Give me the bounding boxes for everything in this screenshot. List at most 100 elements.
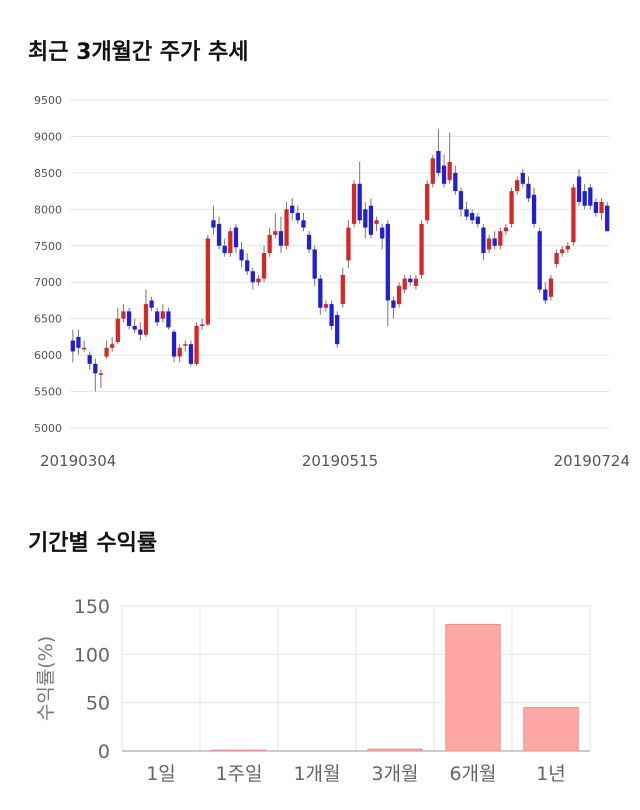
- y-tick-label: 9000: [34, 130, 62, 143]
- candle-body: [76, 336, 81, 348]
- candle-body: [548, 278, 554, 297]
- candle-body: [368, 205, 374, 235]
- candle-body: [576, 176, 582, 203]
- candle-body: [543, 289, 548, 301]
- candle-body: [605, 205, 610, 232]
- candle-body: [588, 187, 593, 206]
- y-tick-label: 6000: [34, 349, 62, 362]
- candle-body: [256, 278, 261, 283]
- candle-body: [436, 151, 441, 173]
- y-tick-label: 7000: [34, 276, 62, 289]
- candle-body: [593, 202, 599, 213]
- candle-body: [571, 187, 576, 243]
- x-tick-label: 1주일: [215, 763, 262, 785]
- candle-body: [171, 331, 177, 357]
- candle-body: [222, 245, 227, 254]
- candle-body: [430, 158, 435, 184]
- candle-body: [351, 183, 357, 224]
- y-tick-label: 100: [74, 644, 110, 666]
- candle-body: [425, 183, 430, 221]
- candle-body: [126, 311, 132, 326]
- candle-body: [441, 165, 447, 184]
- candle-body: [498, 231, 503, 246]
- candle-body: [492, 238, 497, 246]
- candle-body: [329, 304, 334, 326]
- candle-body: [177, 347, 182, 357]
- candle-body: [318, 278, 323, 308]
- x-tick-label: 1개월: [293, 763, 340, 785]
- candle-body: [531, 194, 537, 224]
- candle-body: [278, 231, 284, 246]
- candle-body: [402, 278, 407, 290]
- candle-body: [335, 315, 340, 345]
- x-tick-label: 20190304: [40, 452, 116, 470]
- candle-body: [132, 325, 137, 330]
- candle-body: [408, 278, 413, 283]
- candle-body: [346, 227, 351, 261]
- candle-body: [560, 249, 565, 254]
- return-bar: [523, 707, 579, 752]
- candle-body: [486, 238, 492, 250]
- candle-body: [582, 191, 587, 206]
- candle-body: [98, 373, 104, 375]
- candle-body: [374, 220, 379, 224]
- y-tick-label: 50: [86, 693, 110, 715]
- return-bar: [211, 749, 267, 752]
- y-tick-label: 150: [74, 596, 110, 618]
- price-trend-title: 최근 3개월간 주가 추세: [28, 40, 249, 65]
- candle-body: [481, 227, 486, 254]
- x-tick-label: 20190724: [554, 452, 630, 470]
- candle-body: [228, 231, 233, 254]
- candle-body: [301, 220, 306, 228]
- y-axis-label: 수익률(%): [35, 636, 57, 721]
- candle-body: [515, 180, 520, 192]
- candle-body: [520, 172, 525, 184]
- candle-body: [239, 249, 244, 261]
- candle-body: [183, 344, 188, 346]
- candle-body: [104, 347, 109, 357]
- candle-body: [284, 209, 289, 246]
- return-bar: [367, 748, 423, 752]
- x-tick-label: 1일: [146, 763, 176, 785]
- candle-body: [509, 191, 514, 224]
- candle-body: [194, 325, 199, 364]
- candle-body: [470, 212, 475, 221]
- candle-body: [599, 202, 604, 213]
- y-tick-label: 6500: [34, 313, 62, 326]
- candle-body: [312, 249, 317, 279]
- candle-body: [565, 245, 570, 250]
- candle-body: [273, 231, 278, 235]
- y-tick-label: 0: [98, 741, 110, 763]
- candle-body: [503, 227, 509, 232]
- x-tick-label: 6개월: [449, 763, 496, 785]
- y-tick-label: 5000: [34, 422, 62, 435]
- candle-body: [340, 274, 345, 305]
- candle-body: [475, 216, 480, 224]
- y-tick-label: 9500: [34, 94, 62, 107]
- candle-body: [160, 311, 165, 319]
- candle-body: [537, 231, 542, 290]
- candle-body: [81, 347, 87, 350]
- y-tick-label: 5500: [34, 386, 62, 399]
- x-tick-label: 1년: [536, 763, 566, 785]
- candle-body: [200, 324, 205, 326]
- candle-body: [87, 355, 92, 364]
- candle-body: [396, 285, 402, 305]
- candle-body: [216, 223, 222, 246]
- candle-body: [453, 172, 458, 192]
- candle-body: [121, 311, 126, 319]
- returns-title: 기간별 수익률: [28, 531, 158, 556]
- candle-body: [363, 209, 368, 228]
- y-tick-label: 8000: [34, 203, 62, 216]
- candle-body: [385, 223, 390, 301]
- return-bar: [445, 623, 501, 752]
- candle-body: [464, 209, 469, 217]
- candle-body: [357, 183, 362, 221]
- candle-body: [554, 253, 559, 264]
- y-tick-label: 8500: [34, 167, 62, 180]
- candle-body: [245, 260, 250, 272]
- candle-body: [526, 183, 531, 199]
- candle-body: [447, 161, 452, 181]
- candle-body: [391, 300, 396, 308]
